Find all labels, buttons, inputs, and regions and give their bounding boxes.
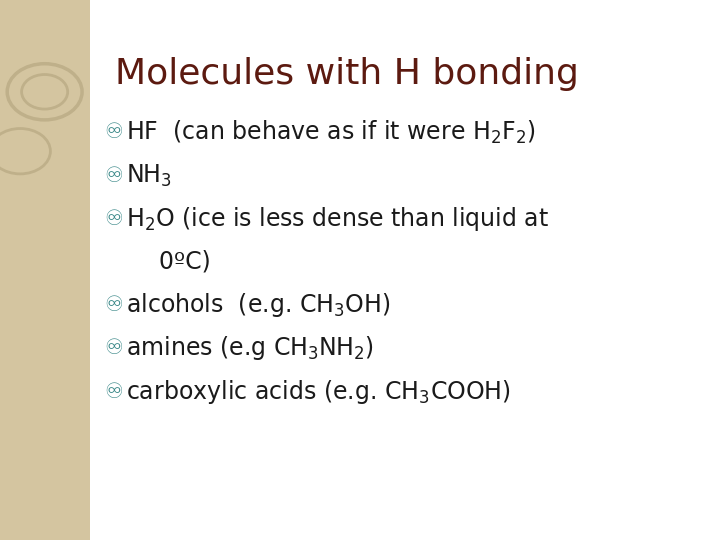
Text: ♾: ♾ — [104, 165, 123, 186]
FancyBboxPatch shape — [0, 0, 90, 540]
Text: HF  (can behave as if it were H$_2$F$_2$): HF (can behave as if it were H$_2$F$_2$) — [126, 119, 536, 146]
Text: ♾: ♾ — [104, 295, 123, 315]
Text: H$_2$O (ice is less dense than liquid at: H$_2$O (ice is less dense than liquid at — [126, 205, 549, 233]
Text: ♾: ♾ — [104, 338, 123, 359]
Text: ♾: ♾ — [104, 381, 123, 402]
Text: ♾: ♾ — [104, 208, 123, 229]
Text: NH$_3$: NH$_3$ — [126, 163, 172, 188]
Text: amines (e.g CH$_3$NH$_2$): amines (e.g CH$_3$NH$_2$) — [126, 334, 374, 362]
Text: 0ºC): 0ºC) — [144, 250, 211, 274]
Text: alcohols  (e.g. CH$_3$OH): alcohols (e.g. CH$_3$OH) — [126, 291, 390, 319]
Text: ♾: ♾ — [104, 122, 123, 143]
Text: carboxylic acids (e.g. CH$_3$COOH): carboxylic acids (e.g. CH$_3$COOH) — [126, 377, 510, 406]
Text: Molecules with H bonding: Molecules with H bonding — [115, 57, 579, 91]
